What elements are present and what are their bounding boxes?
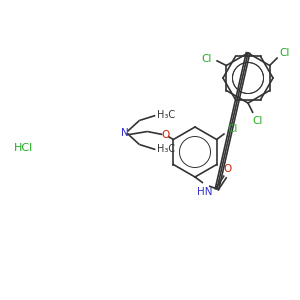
Text: Cl: Cl — [280, 49, 290, 58]
Text: O: O — [161, 130, 170, 140]
Text: H₃C: H₃C — [157, 110, 176, 121]
Text: HN: HN — [197, 187, 212, 197]
Text: O: O — [223, 164, 231, 174]
Text: H₃C: H₃C — [157, 145, 176, 154]
Text: Cl: Cl — [252, 116, 262, 126]
Text: HCl: HCl — [14, 143, 33, 153]
Text: Cl: Cl — [228, 124, 238, 134]
Text: N: N — [122, 128, 129, 137]
Text: Cl: Cl — [201, 53, 212, 64]
